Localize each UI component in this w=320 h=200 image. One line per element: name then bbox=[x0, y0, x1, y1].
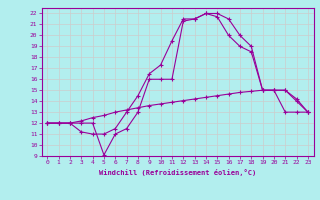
X-axis label: Windchill (Refroidissement éolien,°C): Windchill (Refroidissement éolien,°C) bbox=[99, 169, 256, 176]
